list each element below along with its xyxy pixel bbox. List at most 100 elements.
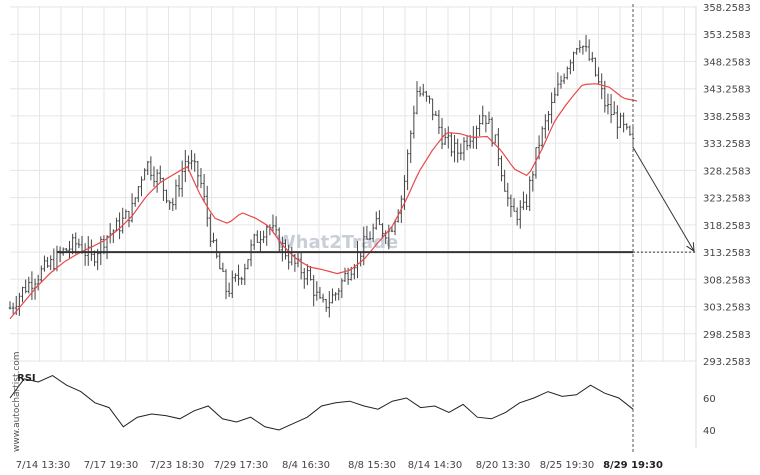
candle — [591, 51, 594, 63]
time-tick-label: 8/29 19:30 — [603, 460, 663, 471]
candle — [468, 134, 472, 149]
candle — [328, 291, 331, 318]
candle — [544, 114, 547, 139]
price-tick-label: 328.2583 — [703, 166, 751, 177]
candle — [518, 200, 522, 229]
candle — [93, 250, 96, 267]
candle — [284, 239, 287, 260]
candle — [268, 224, 272, 236]
candle — [581, 45, 585, 55]
candle — [547, 111, 550, 131]
candle — [174, 179, 178, 210]
candle — [302, 267, 306, 289]
candle — [162, 177, 165, 201]
grid-lines — [10, 6, 697, 448]
price-tick-label: 318.2583 — [703, 221, 751, 232]
time-tick-label: 7/29 17:30 — [214, 460, 268, 471]
candle — [43, 255, 46, 272]
time-tick-label: 8/20 13:30 — [476, 460, 530, 471]
candle — [528, 176, 531, 212]
candle — [227, 282, 231, 297]
candle — [271, 214, 275, 233]
candle — [212, 232, 215, 244]
candle — [515, 207, 519, 226]
candle — [102, 235, 106, 255]
candle — [550, 92, 553, 124]
candle — [628, 125, 632, 136]
candle — [171, 198, 175, 212]
candle — [202, 174, 206, 203]
candle — [625, 123, 629, 130]
candle — [559, 75, 563, 89]
candle — [246, 259, 250, 270]
candle — [27, 276, 31, 294]
candle — [368, 231, 372, 240]
candle — [575, 47, 578, 55]
candle — [415, 81, 419, 115]
candle — [622, 112, 625, 133]
candle — [30, 271, 34, 300]
price-tick-label: 303.2583 — [703, 303, 751, 314]
candle — [587, 39, 591, 61]
candle — [331, 288, 334, 304]
candle — [434, 110, 438, 116]
candle — [525, 194, 528, 210]
candle — [68, 240, 71, 259]
candle — [130, 193, 134, 223]
candle — [168, 200, 171, 210]
candle — [108, 223, 112, 244]
time-tick-label: 7/14 13:30 — [16, 460, 70, 471]
candle — [425, 90, 428, 102]
candle — [306, 264, 309, 286]
candle — [531, 171, 535, 192]
candle — [597, 67, 600, 85]
candle — [565, 66, 569, 80]
candle — [493, 134, 497, 144]
candle — [484, 115, 488, 133]
watermark-logo: What2Trade — [276, 232, 398, 253]
candle — [337, 288, 341, 301]
price-tick-label: 353.2583 — [703, 30, 751, 41]
candle — [8, 301, 12, 310]
candle — [40, 265, 43, 282]
candle — [287, 244, 290, 270]
candlestick-series — [8, 34, 635, 318]
price-axis-labels: 358.2583 353.2583 348.2583 343.2583 338.2583… — [703, 3, 751, 368]
candle — [155, 169, 159, 193]
candle — [572, 51, 575, 72]
candle — [321, 293, 325, 303]
candle — [21, 286, 24, 303]
candle — [453, 134, 456, 163]
candle — [277, 227, 281, 252]
candle — [86, 236, 90, 266]
candle — [446, 126, 450, 149]
candle — [562, 73, 566, 84]
candle — [221, 262, 225, 272]
candle — [456, 138, 459, 163]
candle — [265, 224, 269, 246]
candle — [374, 211, 378, 230]
candle — [465, 135, 469, 151]
price-tick-label: 308.2583 — [703, 275, 751, 286]
price-tick-label: 343.2583 — [703, 85, 751, 96]
candle — [196, 160, 200, 188]
candle — [609, 94, 613, 124]
candle — [340, 278, 344, 299]
price-tick-label: 313.2583 — [703, 248, 751, 259]
candle — [406, 149, 409, 191]
candle — [462, 137, 466, 161]
candle — [440, 118, 444, 150]
time-tick-label: 7/23 18:30 — [150, 460, 204, 471]
candle — [371, 223, 375, 243]
candle — [324, 298, 328, 312]
candle — [36, 274, 40, 291]
candle — [149, 156, 153, 181]
candle — [105, 235, 109, 260]
time-tick-label: 8/25 19:30 — [540, 460, 594, 471]
candle — [553, 87, 557, 103]
price-tick-label: 358.2583 — [703, 3, 751, 14]
candle — [481, 105, 485, 125]
candle — [299, 252, 303, 280]
candle — [450, 132, 453, 157]
candle — [478, 114, 481, 137]
